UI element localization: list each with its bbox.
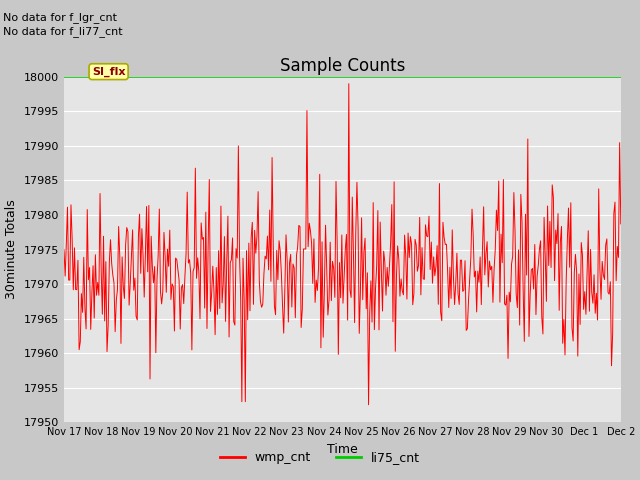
li75_cnt <box>399 74 406 80</box>
Text: SI_flx: SI_flx <box>92 67 125 77</box>
Title: Sample Counts: Sample Counts <box>280 57 405 75</box>
Line: wmp_cnt: wmp_cnt <box>64 84 621 405</box>
X-axis label: Time: Time <box>327 443 358 456</box>
li75_cnt <box>60 74 68 80</box>
Text: No data for f_li77_cnt: No data for f_li77_cnt <box>3 26 123 37</box>
li75_cnt <box>469 74 477 80</box>
li75_cnt <box>566 74 573 80</box>
wmp_cnt <box>295 223 303 228</box>
li75_cnt <box>617 74 625 80</box>
wmp_cnt <box>401 232 408 238</box>
li75_cnt <box>295 74 303 80</box>
wmp_cnt <box>617 221 625 227</box>
wmp_cnt <box>365 402 372 408</box>
li75_cnt <box>372 74 380 80</box>
wmp_cnt <box>374 208 381 214</box>
li75_cnt <box>234 74 241 80</box>
Text: No data for f_lgr_cnt: No data for f_lgr_cnt <box>3 12 117 23</box>
wmp_cnt <box>345 81 353 86</box>
wmp_cnt <box>568 324 576 330</box>
Y-axis label: 30minute Totals: 30minute Totals <box>5 200 18 300</box>
wmp_cnt <box>60 247 68 252</box>
wmp_cnt <box>472 268 479 274</box>
wmp_cnt <box>234 255 241 261</box>
Legend: wmp_cnt, li75_cnt: wmp_cnt, li75_cnt <box>215 446 425 469</box>
